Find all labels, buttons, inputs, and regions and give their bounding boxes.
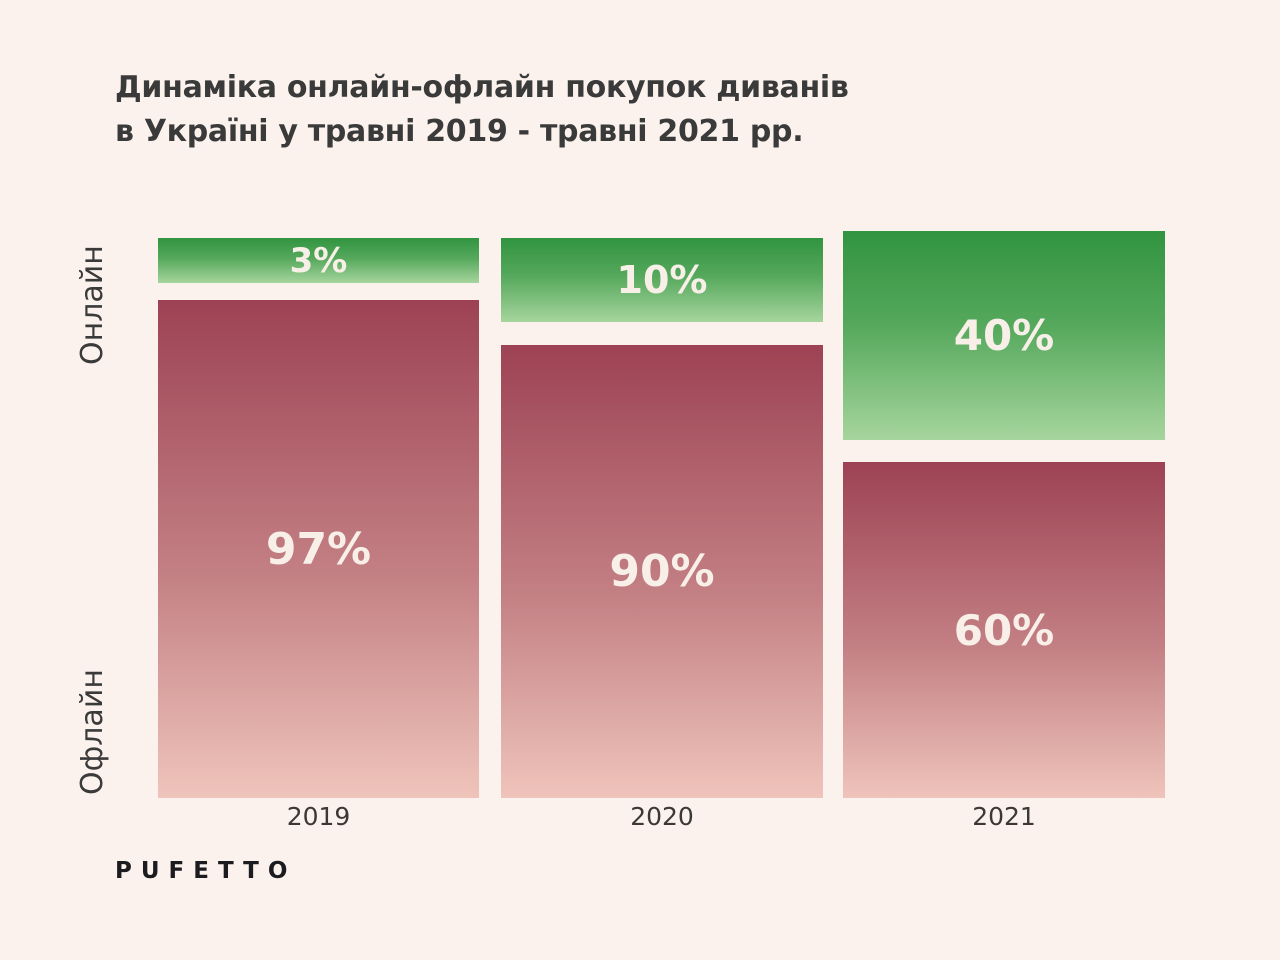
bar-online-2021: 40% xyxy=(843,231,1165,440)
bar-value-label: 10% xyxy=(616,258,708,302)
bar-offline-2019: 97% xyxy=(158,300,479,798)
bar-value-label: 40% xyxy=(953,311,1055,360)
column-2020: 10% 90% 2020 xyxy=(501,0,823,840)
bar-online-2019: 3% xyxy=(158,238,479,283)
bar-value-label: 97% xyxy=(265,523,372,575)
chart-title-line2: в Україні у травні 2019 - травні 2021 рр… xyxy=(115,114,804,149)
axis-label-offline: Офлайн xyxy=(75,669,110,795)
chart-title: Динаміка онлайн-офлайн покупок диванів в… xyxy=(115,66,849,154)
x-tick-2019: 2019 xyxy=(286,802,351,831)
column-2021: 40% 60% 2021 xyxy=(843,0,1165,840)
x-tick-2020: 2020 xyxy=(630,802,694,831)
bar-value-label: 3% xyxy=(289,240,348,281)
bar-value-label: 90% xyxy=(609,546,715,597)
axis-label-online: Онлайн xyxy=(75,245,110,365)
column-2019: 3% 97% 2019 xyxy=(158,0,479,840)
pufetto-logo: PUFETTO xyxy=(115,858,297,884)
bar-online-2020: 10% xyxy=(501,238,823,322)
chart-title-line1: Динаміка онлайн-офлайн покупок диванів xyxy=(115,70,849,105)
bar-offline-2020: 90% xyxy=(501,345,823,798)
x-tick-2021: 2021 xyxy=(972,802,1036,831)
bar-offline-2021: 60% xyxy=(843,462,1165,798)
bar-value-label: 60% xyxy=(953,605,1055,655)
